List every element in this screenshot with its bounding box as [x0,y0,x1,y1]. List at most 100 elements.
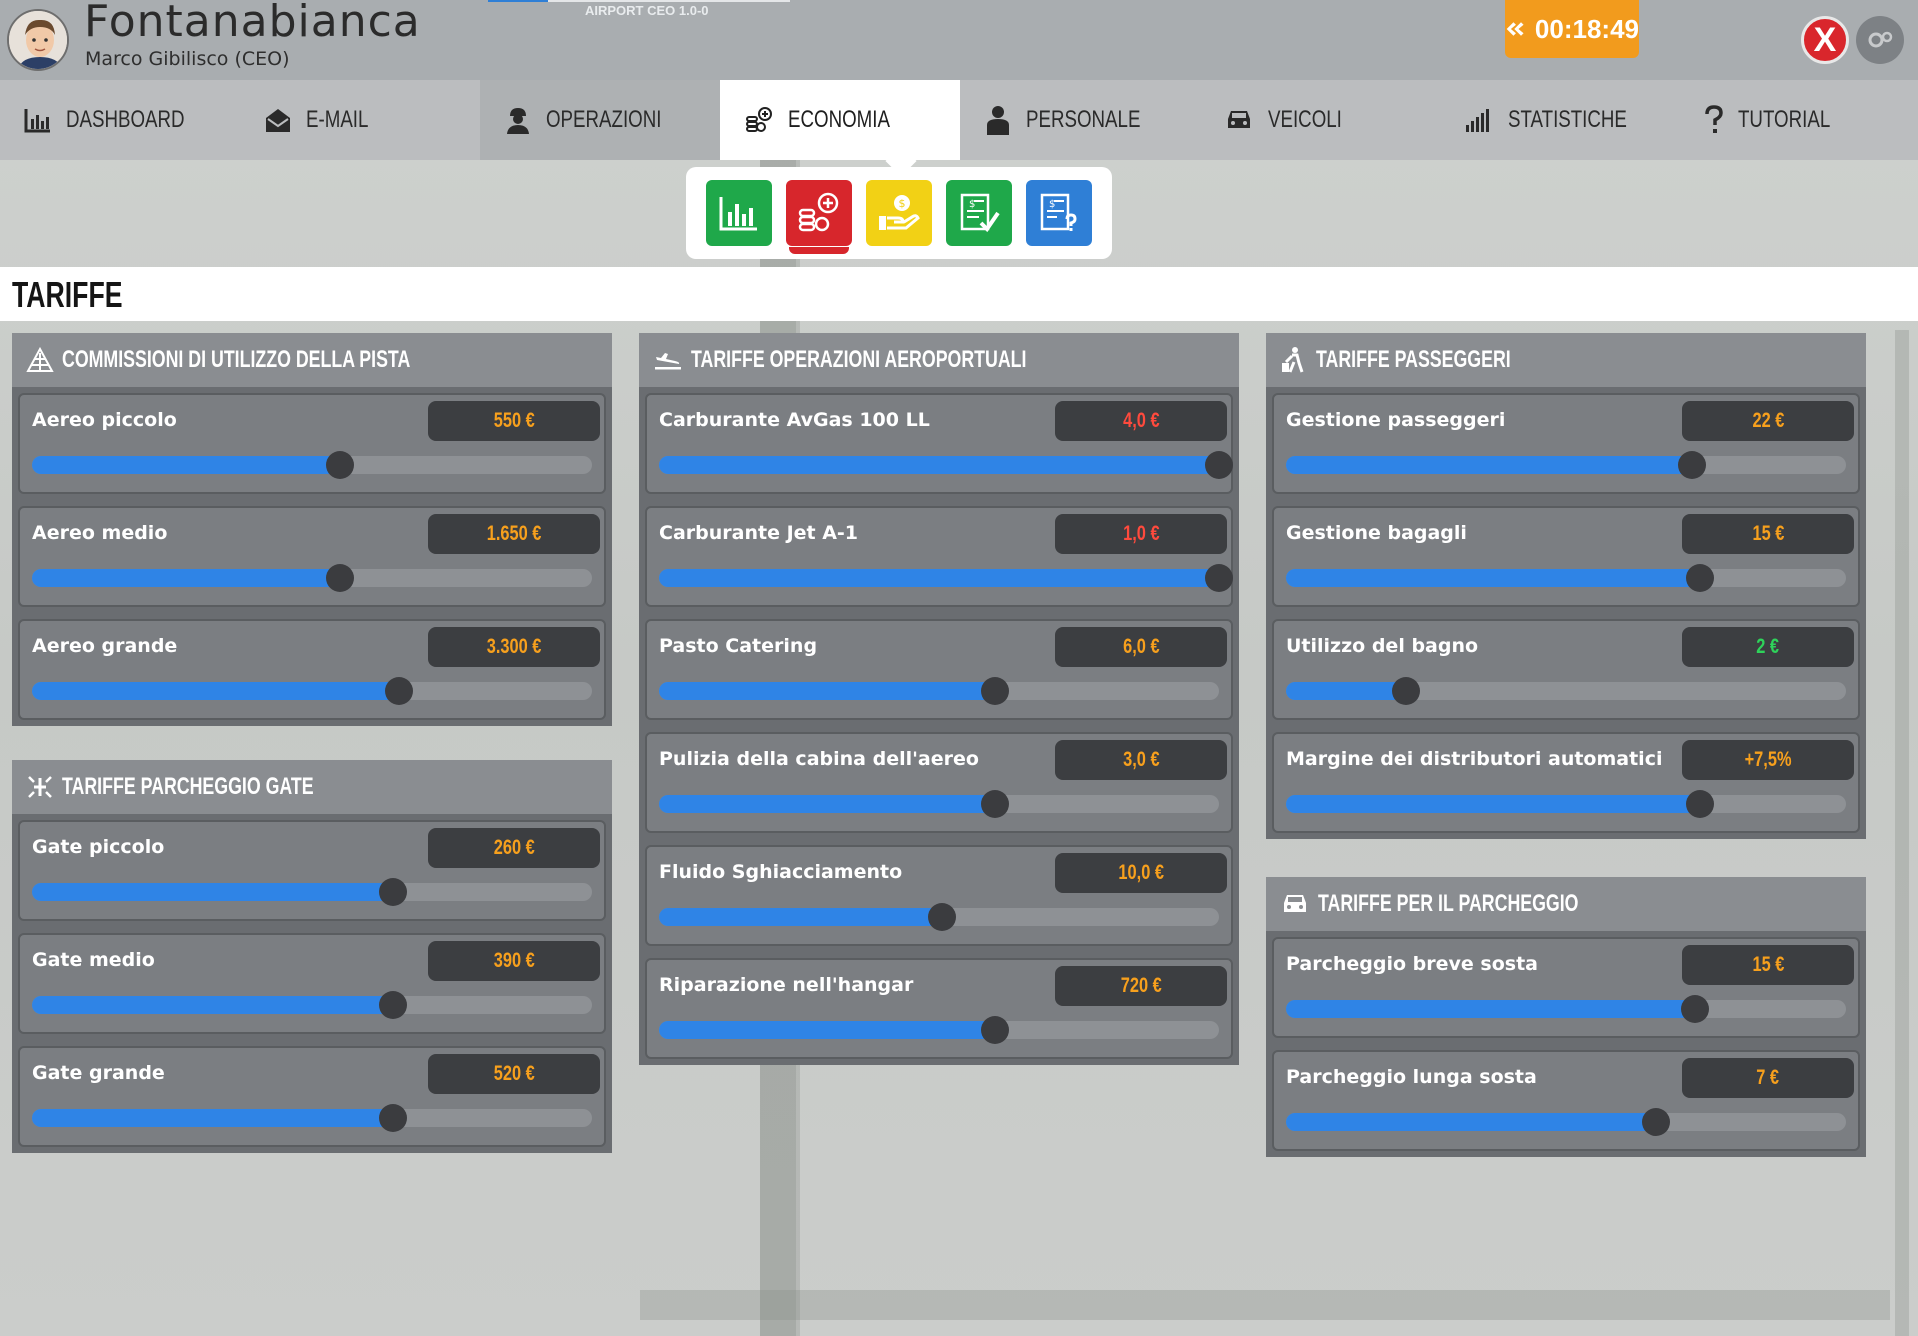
fee-slider[interactable] [32,991,592,1019]
fee-value: +7,5% [1682,740,1854,780]
nav-statistics[interactable]: STATISTICHE [1440,80,1680,160]
gate-icon [28,776,52,798]
settings-button[interactable] [1856,16,1904,64]
panel-body: Gestione passeggeri 22 € Gestione bagagli 1… [1266,387,1866,839]
ceo-name: Marco Gibilisco (CEO) [85,48,290,70]
nav-email[interactable]: E-MAIL [240,80,480,160]
slider-fill [32,883,394,901]
slider-handle[interactable] [379,878,408,906]
slider-handle[interactable] [1205,451,1233,479]
gear-icon [1868,31,1893,48]
fee-slider[interactable] [32,1104,592,1132]
panel-gate-fees: TARIFFE PARCHEGGIO GATE Gate piccolo 260 … [12,760,612,1153]
question-icon [1705,105,1723,133]
fee-slider[interactable] [32,451,592,479]
panel-body: Aereo piccolo 550 € Aereo medio 1.650 € Aere… [12,387,612,726]
nav-economy[interactable]: ECONOMIA [720,80,960,160]
fee-label: Gate grande [32,1062,165,1084]
fee-slider[interactable] [659,677,1219,705]
nav-tutorial[interactable]: TUTORIAL [1680,80,1918,160]
slider-fill [1286,795,1701,813]
fee-slider[interactable] [32,677,592,705]
fee-slider[interactable] [32,878,592,906]
slider-handle[interactable] [1392,677,1421,705]
slider-handle[interactable] [326,451,354,479]
slider-fill [32,456,340,474]
slider-handle[interactable] [981,677,1009,705]
fee-value: 15 € [1682,514,1854,554]
car-icon [1284,895,1306,912]
slider-fill [32,996,394,1014]
game-clock[interactable]: 00:18:49 [1505,0,1639,58]
sub-fees-button[interactable] [786,180,852,254]
panel-body: Carburante AvGas 100 LL 4,0 € Carburante J… [639,387,1239,1065]
nav-staff[interactable]: PERSONALE [960,80,1200,160]
fee-label: Pasto Catering [659,635,818,657]
slider-handle[interactable] [981,1016,1009,1044]
slider-handle[interactable] [1678,451,1706,479]
slider-handle[interactable] [384,677,413,705]
fee-row: Gestione passeggeri 22 € [1272,393,1860,494]
slider-fill [32,682,399,700]
slider-handle[interactable] [1641,1108,1670,1136]
fee-slider[interactable] [1286,790,1846,818]
plane-landing-icon [655,353,681,370]
fee-slider[interactable] [659,564,1233,592]
fee-slider[interactable] [1286,564,1846,592]
fee-row: Aereo grande 3.300 € [18,619,606,720]
slider-handle[interactable] [1205,564,1233,592]
fee-slider[interactable] [659,903,1219,931]
slider-handle[interactable] [379,1104,408,1132]
fee-slider[interactable] [1286,451,1846,479]
fee-slider[interactable] [659,451,1233,479]
slider-handle[interactable] [927,903,956,931]
nav-vehicles[interactable]: VEICOLI [1200,80,1440,160]
panel-header: TARIFFE PASSEGGERI [1266,333,1866,387]
fee-label: Aereo piccolo [32,409,177,431]
fee-value: 720 € [1055,966,1227,1006]
fee-label: Parcheggio lunga sosta [1286,1066,1537,1088]
nav-dashboard[interactable]: DASHBOARD [0,80,240,160]
sub-loans-button[interactable]: $ [866,180,932,246]
slider-handle[interactable] [1680,995,1709,1023]
fee-value-text: 260 € [493,836,535,859]
car-icon [1228,111,1250,128]
slider-handle[interactable] [379,991,408,1019]
bar-chart-icon [719,197,757,231]
fee-value-text: 15 € [1752,522,1784,545]
fee-value-text: 1,0 € [1122,522,1160,545]
fee-slider[interactable] [1286,677,1846,705]
panel-runway-fees: COMMISSIONI DI UTILIZZO DELLA PISTA Aere… [12,333,612,726]
ceo-avatar[interactable] [7,9,69,71]
fee-value-text: 3.300 € [486,635,542,658]
slider-handle[interactable] [1686,790,1715,818]
slider-handle[interactable] [1686,564,1715,592]
slider-handle[interactable] [981,790,1009,818]
fee-value: 3.300 € [428,627,600,667]
close-button[interactable]: X [1801,16,1849,64]
version-bar [488,0,790,2]
fee-row: Gate piccolo 260 € [18,820,606,921]
hand-money-icon: $ [879,195,920,230]
fee-row: Gate medio 390 € [18,933,606,1034]
fee-row: Aereo medio 1.650 € [18,506,606,607]
person-icon [987,106,1009,135]
fee-slider[interactable] [1286,1108,1846,1136]
slider-handle[interactable] [326,564,354,592]
fee-slider[interactable] [659,790,1219,818]
sub-contracts-button[interactable]: $ [946,180,1012,246]
fee-row: Carburante AvGas 100 LL 4,0 € [645,393,1233,494]
sub-overview-button[interactable] [706,180,772,246]
fee-row: Gate grande 520 € [18,1046,606,1147]
nav-operations[interactable]: OPERAZIONI [480,80,720,160]
sub-reports-button[interactable]: $ [1026,180,1092,246]
fee-slider[interactable] [32,564,592,592]
fee-value: 15 € [1682,945,1854,985]
fee-slider[interactable] [1286,995,1846,1023]
close-icon: X [1813,20,1837,59]
fee-value-text: 22 € [1752,409,1784,432]
document-question-icon: $ [1040,193,1077,231]
fee-label: Riparazione nell'hangar [659,974,914,996]
fee-slider[interactable] [659,1016,1219,1044]
fee-value-text: 10,0 € [1118,861,1164,884]
